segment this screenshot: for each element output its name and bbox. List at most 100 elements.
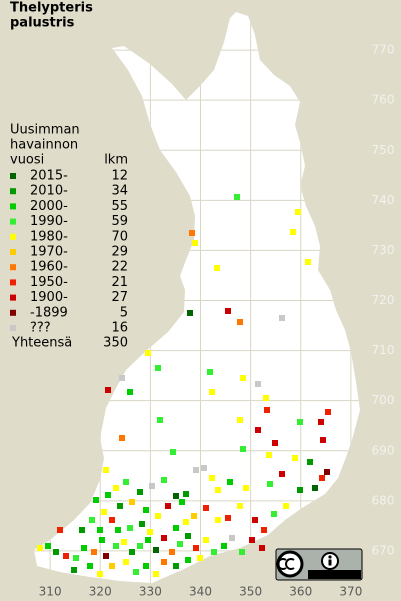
y-tick-label: 740 (372, 193, 395, 207)
legend-label: ??? (30, 321, 51, 336)
legend: Thelypteris palustris Uusimman havainnon… (10, 1, 128, 351)
occurrence-square (297, 419, 303, 425)
legend-count: 29 (111, 245, 128, 260)
occurrence-square (119, 375, 125, 381)
license-badge (275, 548, 363, 581)
occurrence-square (161, 535, 167, 541)
legend-label: 2000- (30, 199, 68, 214)
occurrence-square (227, 479, 233, 485)
legend-swatch (10, 233, 16, 240)
y-tick-label: 670 (372, 543, 395, 557)
occurrence-square (209, 389, 215, 395)
occurrence-square (97, 571, 103, 577)
occurrence-square (243, 485, 249, 491)
occurrence-square (113, 543, 119, 549)
occurrence-square (192, 240, 198, 246)
occurrence-square (137, 489, 143, 495)
occurrence-square (73, 555, 79, 561)
occurrence-square (170, 449, 176, 455)
legend-swatch (10, 279, 16, 286)
occurrence-square (255, 427, 261, 433)
legend-label: 1900- (30, 290, 68, 305)
occurrence-square (215, 517, 221, 523)
legend-heading: Uusimman (10, 123, 80, 138)
title-line: Thelypteris (10, 1, 93, 16)
occurrence-square (63, 553, 69, 559)
occurrence-square (165, 503, 171, 509)
occurrence-square (143, 507, 149, 513)
occurrence-square (197, 555, 203, 561)
legend-swatch (10, 264, 16, 271)
occurrence-square (187, 310, 193, 316)
occurrence-square (57, 527, 63, 533)
occurrence-square (91, 549, 97, 555)
occurrence-square (207, 369, 213, 375)
legend-count: 22 (111, 260, 128, 275)
occurrence-square (109, 517, 115, 523)
occurrence-square (99, 537, 105, 543)
y-tick-label: 710 (372, 343, 395, 357)
occurrence-square (97, 527, 103, 533)
occurrence-square (272, 440, 278, 446)
legend-count: 16 (111, 321, 128, 336)
y-tick-label: 680 (372, 493, 395, 507)
legend-swatch (10, 218, 16, 225)
occurrence-square (189, 230, 195, 236)
x-tick-label: 330 (139, 585, 162, 599)
occurrence-square (153, 571, 159, 577)
legend-count: 59 (111, 214, 128, 229)
occurrence-square (267, 481, 273, 487)
occurrence-square (214, 265, 220, 271)
occurrence-square (318, 419, 324, 425)
occurrence-square (45, 543, 51, 549)
legend-heading: vuosi (10, 153, 44, 168)
occurrence-square (177, 541, 183, 547)
occurrence-square (234, 194, 240, 200)
occurrence-square (261, 527, 267, 533)
occurrence-square (201, 465, 207, 471)
occurrence-square (127, 525, 133, 531)
occurrence-square (237, 503, 243, 509)
occurrence-square (324, 469, 330, 475)
occurrence-square (179, 499, 185, 505)
occurrence-square (229, 535, 235, 541)
occurrence-square (312, 485, 318, 491)
occurrence-square (320, 437, 326, 443)
occurrence-square (133, 569, 139, 575)
occurrence-square (79, 527, 85, 533)
y-tick-label: 690 (372, 443, 395, 457)
occurrence-square (123, 479, 129, 485)
occurrence-square (129, 549, 135, 555)
count-heading: lkm (104, 153, 128, 168)
occurrence-square (239, 549, 245, 555)
occurrence-square (271, 511, 277, 517)
occurrence-square (193, 467, 199, 473)
occurrence-square (119, 435, 125, 441)
occurrence-square (173, 525, 179, 531)
occurrence-square (87, 563, 93, 569)
occurrence-square (129, 499, 135, 505)
occurrence-square (149, 483, 155, 489)
occurrence-square (123, 559, 129, 565)
x-tick-label: 340 (189, 585, 212, 599)
occurrence-square (121, 539, 127, 545)
occurrence-square (145, 350, 151, 356)
legend-heading: havainnon (10, 138, 78, 153)
occurrence-square (297, 487, 303, 493)
occurrence-square (101, 509, 107, 515)
legend-count: 5 (120, 305, 128, 320)
occurrence-square (155, 365, 161, 371)
legend-count: 27 (111, 290, 128, 305)
occurrence-square (153, 547, 159, 553)
occurrence-square (307, 459, 313, 465)
occurrence-square (211, 549, 217, 555)
legend-label: 2015- (30, 169, 68, 184)
occurrence-square (93, 497, 99, 503)
legend-count: 70 (111, 229, 128, 244)
occurrence-square (169, 549, 175, 555)
legend-count: 55 (111, 199, 128, 214)
x-tick-label: 310 (39, 585, 62, 599)
occurrence-square (325, 409, 331, 415)
occurrence-square (137, 543, 143, 549)
